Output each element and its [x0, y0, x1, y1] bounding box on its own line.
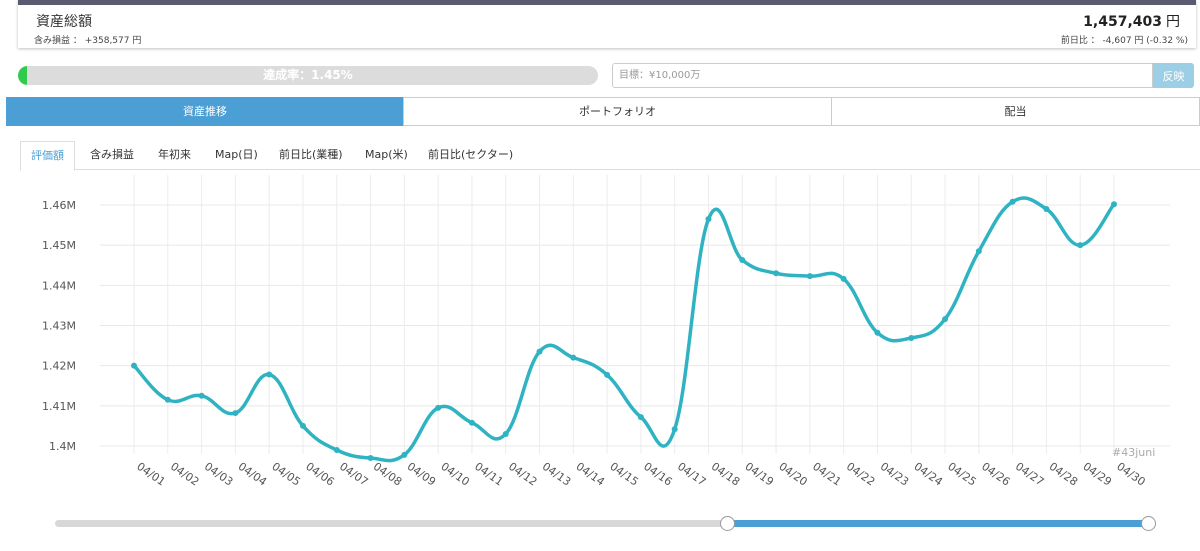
data-point — [1009, 198, 1016, 205]
series-line — [132, 196, 1116, 463]
x-tick-label: 04/29 — [1080, 460, 1113, 489]
y-tick-label: 1.45M — [42, 239, 76, 252]
data-point — [942, 316, 949, 323]
x-tick-label: 04/09 — [405, 460, 438, 489]
y-tick-label: 1.43M — [42, 320, 76, 333]
y-tick-label: 1.46M — [42, 199, 76, 212]
total-value-amount: 1,457,403 — [1083, 14, 1162, 30]
date-range-selection — [727, 520, 1148, 527]
y-tick-label: 1.4M — [49, 440, 76, 453]
main-tabs: 資産推移 ポートフォリオ 配当 — [6, 97, 1200, 126]
x-tick-label: 04/06 — [303, 460, 336, 489]
range-start-handle[interactable] — [720, 516, 736, 531]
data-point — [536, 348, 543, 355]
subtab-day-change-industry[interactable]: 前日比(業種) — [279, 148, 343, 161]
sub-tabs: 評価額 含み損益 年初来 Map(日) 前日比(業種) Map(米) 前日比(セ… — [20, 141, 1200, 171]
date-range-slider[interactable] — [55, 516, 1156, 531]
x-tick-label: 04/19 — [743, 460, 776, 489]
data-point — [131, 362, 137, 369]
data-point — [637, 414, 644, 421]
data-point — [1077, 242, 1084, 249]
data-point — [502, 430, 509, 437]
x-tick-label: 04/20 — [776, 460, 809, 489]
data-point — [975, 248, 982, 255]
x-tick-label: 04/16 — [641, 460, 674, 489]
x-tick-label: 04/12 — [506, 460, 539, 489]
x-tick-label: 04/28 — [1047, 460, 1080, 489]
x-tick-label: 04/25 — [945, 460, 978, 489]
asset-summary-card: 資産総額 含み損益 ： +358,577 円 1,457,403 円 前日比 ： … — [18, 0, 1196, 48]
x-tick-label: 04/13 — [540, 460, 573, 489]
summary-title: 資産総額 — [36, 14, 92, 30]
day-change-text: 前日比 ： -4,607 円 (-0.32 %) — [1060, 36, 1188, 46]
x-tick-label: 04/05 — [269, 460, 302, 489]
data-point — [840, 275, 847, 282]
data-point — [908, 334, 915, 341]
data-point — [367, 455, 374, 462]
subtab-day-change-sector[interactable]: 前日比(セクター) — [428, 148, 514, 161]
total-value-unit: 円 — [1166, 14, 1180, 30]
subtab-valuation[interactable]: 評価額 — [20, 141, 75, 171]
tab-dividend[interactable]: 配当 — [831, 97, 1200, 126]
x-tick-label: 04/04 — [236, 460, 269, 489]
x-tick-label: 04/01 — [134, 460, 167, 489]
x-tick-label: 04/17 — [675, 460, 708, 489]
x-tick-label: 04/27 — [1013, 460, 1046, 489]
x-tick-label: 04/10 — [438, 460, 471, 489]
x-tick-label: 04/11 — [472, 460, 505, 489]
data-point — [739, 257, 746, 264]
goal-progress-fill — [18, 66, 27, 85]
x-tick-label: 04/07 — [337, 460, 370, 489]
data-point — [604, 371, 611, 378]
subtab-ytd[interactable]: 年初来 — [158, 148, 191, 161]
x-tick-label: 04/24 — [912, 460, 945, 489]
tab-asset-history[interactable]: 資産推移 — [6, 97, 404, 126]
data-point — [266, 371, 273, 378]
tab-portfolio[interactable]: ポートフォリオ — [403, 97, 832, 126]
x-tick-label: 04/08 — [371, 460, 404, 489]
x-tick-label: 04/14 — [574, 460, 607, 489]
range-end-handle[interactable] — [1141, 516, 1156, 531]
goal-input[interactable] — [612, 63, 1153, 88]
x-tick-label: 04/18 — [709, 460, 742, 489]
total-value: 1,457,403 円 — [1083, 11, 1180, 31]
x-tick-label: 04/15 — [607, 460, 640, 489]
y-tick-label: 1.41M — [42, 400, 76, 413]
x-tick-label: 04/21 — [810, 460, 843, 489]
goal-progress-label: 達成率：1.45% — [263, 68, 353, 82]
x-tick-label: 04/30 — [1114, 460, 1147, 489]
subtab-unrealized-gain[interactable]: 含み損益 — [90, 148, 134, 161]
data-point — [198, 392, 205, 399]
data-point — [705, 216, 712, 223]
data-point — [299, 422, 306, 429]
data-point — [232, 410, 239, 417]
data-point — [570, 354, 577, 361]
data-point — [468, 419, 475, 426]
data-point — [806, 273, 813, 280]
reflect-button[interactable]: 反映 — [1153, 63, 1194, 88]
x-tick-label: 04/02 — [168, 460, 201, 489]
y-tick-label: 1.42M — [42, 360, 76, 373]
data-point — [333, 447, 340, 454]
data-point — [401, 451, 408, 458]
x-tick-label: 04/23 — [878, 460, 911, 489]
goal-progress-bar: 達成率：1.45% — [18, 66, 598, 85]
data-point — [1043, 206, 1050, 213]
y-tick-label: 1.44M — [42, 279, 76, 292]
subtab-map-us[interactable]: Map(米) — [365, 148, 408, 161]
data-point — [435, 404, 442, 411]
x-tick-label: 04/03 — [202, 460, 235, 489]
watermark: #43juni — [1112, 446, 1156, 459]
x-tick-label: 04/22 — [844, 460, 877, 489]
data-point — [164, 396, 171, 403]
subtab-map-day[interactable]: Map(日) — [215, 148, 258, 161]
x-tick-label: 04/26 — [979, 460, 1012, 489]
data-point — [1111, 201, 1117, 208]
data-point — [874, 329, 881, 336]
data-point — [773, 270, 780, 277]
unrealized-gain-text: 含み損益 ： +358,577 円 — [34, 36, 142, 46]
data-point — [671, 426, 678, 433]
